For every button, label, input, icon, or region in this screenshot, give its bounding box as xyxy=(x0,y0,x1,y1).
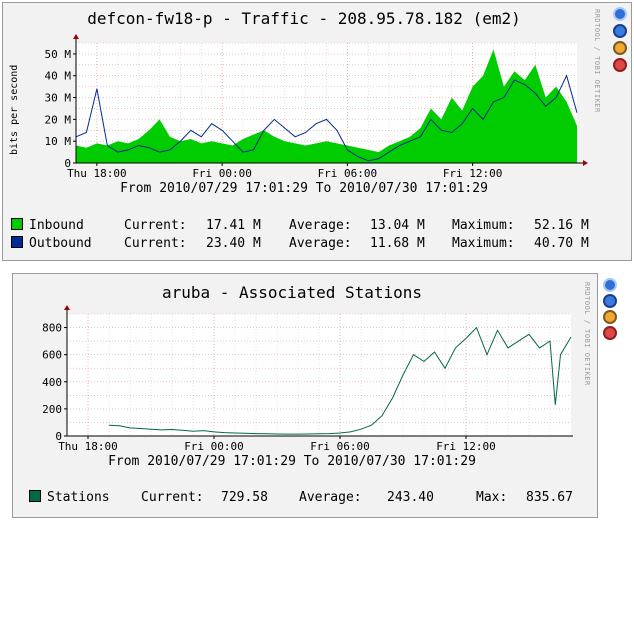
x-tick-label: Fri 00:00 xyxy=(184,440,244,453)
stat-value: 835.67 xyxy=(526,490,573,505)
stat-label: Maximum: xyxy=(452,218,515,233)
y-tick-label: 10 M xyxy=(45,135,72,148)
series-area-inbound xyxy=(76,49,577,163)
stat-label: Maximum: xyxy=(452,236,515,251)
zoom-icon[interactable] xyxy=(613,7,627,21)
stat-value: 40.70 M xyxy=(534,236,589,251)
y-axis-arrow xyxy=(73,34,79,39)
traffic-chart: 0 10 M 20 M 30 M 40 M 50 M Thu 18:00 Fri 00:00 F… xyxy=(45,34,588,180)
zoom-icon[interactable] xyxy=(603,278,617,292)
y-axis-arrow xyxy=(64,305,70,310)
y-tick-label: 0 xyxy=(64,157,71,170)
y-tick-label: 30 M xyxy=(45,92,72,105)
stations-chart: 0 200 400 600 800 Thu 18:00 Fri 00:00 Fri 06:00… xyxy=(42,305,573,453)
remove-icon[interactable] xyxy=(603,326,617,340)
legend-swatch-inbound xyxy=(11,218,23,230)
stat-label: Current: xyxy=(141,490,204,505)
legend-inbound: Inbound Current: 17.41 M Average: 13.04 … xyxy=(11,218,611,234)
legend-label: Stations xyxy=(47,490,110,505)
rrdtool-watermark: RRDTOOL / TOBI OETIKER xyxy=(583,282,591,386)
chart-title: aruba - Associated Stations xyxy=(161,283,423,302)
chart-title: defcon-fw18-p - Traffic - 208.95.78.182 … xyxy=(87,9,521,28)
rrdtool-watermark: RRDTOOL / TOBI OETIKER xyxy=(593,9,601,113)
y-tick-label: 20 M xyxy=(45,113,72,126)
x-tick-label: Fri 06:00 xyxy=(310,440,370,453)
y-tick-label: 800 xyxy=(42,322,62,335)
legend-stations: Stations Current: 729.58 Average: 243.40… xyxy=(21,490,581,506)
stat-label: Max: xyxy=(476,490,508,505)
stat-value: 11.68 M xyxy=(370,236,425,251)
legend-label: Outbound xyxy=(29,236,92,251)
time-range: From 2010/07/29 17:01:29 To 2010/07/30 1… xyxy=(108,454,476,469)
y-tick-label: 0 xyxy=(55,430,62,443)
x-tick-label: Fri 00:00 xyxy=(192,167,252,180)
x-tick-label: Thu 18:00 xyxy=(67,167,127,180)
stat-label: Average: xyxy=(289,218,352,233)
y-tick-label: 600 xyxy=(42,349,62,362)
x-axis-arrow xyxy=(583,160,588,166)
stat-value: 729.58 xyxy=(221,490,268,505)
x-tick-label: Fri 06:00 xyxy=(318,167,378,180)
traffic-graph-panel: defcon-fw18-p - Traffic - 208.95.78.182 … xyxy=(2,2,632,261)
series-line-stations xyxy=(108,326,572,435)
stat-value: 17.41 M xyxy=(206,218,261,233)
series-line-outbound xyxy=(75,74,578,162)
time-range: From 2010/07/29 17:01:29 To 2010/07/30 1… xyxy=(120,181,488,196)
stat-value: 52.16 M xyxy=(534,218,589,233)
stat-value: 23.40 M xyxy=(206,236,261,251)
y-tick-label: 40 M xyxy=(45,70,72,83)
x-tick-label: Thu 18:00 xyxy=(58,440,118,453)
y-tick-label: 50 M xyxy=(45,48,72,61)
stations-graph-panel: aruba - Associated Stations 0 200 400 600 80… xyxy=(12,273,617,518)
stat-label: Current: xyxy=(124,236,187,251)
edit-icon[interactable] xyxy=(603,310,617,324)
remove-icon[interactable] xyxy=(613,58,627,72)
x-tick-label: Fri 12:00 xyxy=(436,440,496,453)
stat-label: Current: xyxy=(124,218,187,233)
compare-icon[interactable] xyxy=(613,24,627,38)
stat-label: Average: xyxy=(289,236,352,251)
x-tick-label: Fri 12:00 xyxy=(443,167,503,180)
compare-icon[interactable] xyxy=(603,294,617,308)
stat-value: 13.04 M xyxy=(370,218,425,233)
legend-label: Inbound xyxy=(29,218,84,233)
stat-label: Average: xyxy=(299,490,362,505)
legend-outbound: Outbound Current: 23.40 M Average: 11.68… xyxy=(11,236,611,252)
edit-icon[interactable] xyxy=(613,41,627,55)
y-tick-label: 400 xyxy=(42,376,62,389)
y-tick-label: 200 xyxy=(42,403,62,416)
stat-value: 243.40 xyxy=(387,490,434,505)
legend-swatch-outbound xyxy=(11,236,23,248)
legend-swatch-stations xyxy=(29,490,41,502)
